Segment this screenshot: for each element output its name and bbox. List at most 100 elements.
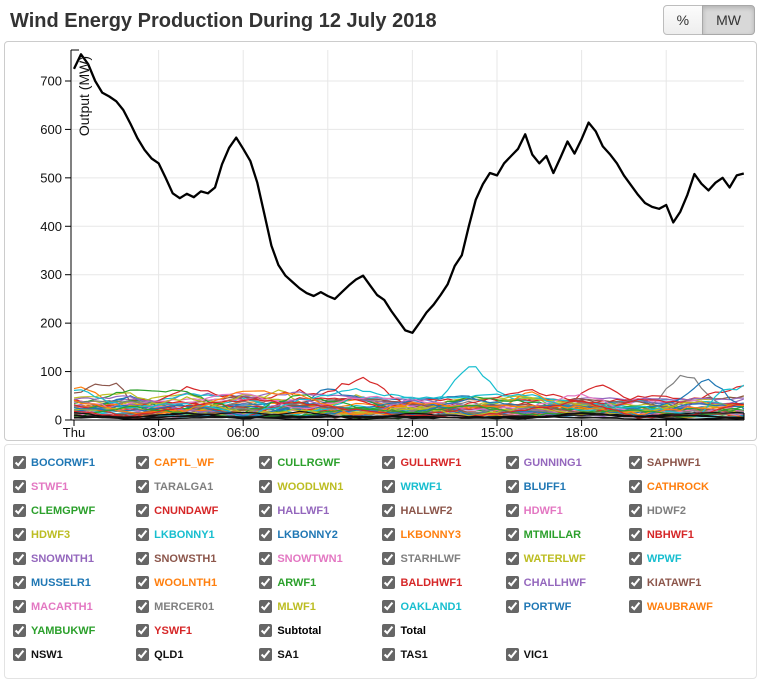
- checkbox-portwf[interactable]: [505, 600, 519, 613]
- legend-item-portwf[interactable]: PORTWF: [505, 598, 629, 615]
- checkbox-snowtwn1[interactable]: [259, 552, 273, 565]
- legend-item-oakland1[interactable]: OAKLAND1: [382, 598, 505, 615]
- checkbox-lkbonny1[interactable]: [136, 528, 150, 541]
- legend-item-challhwf[interactable]: CHALLHWF: [505, 574, 629, 591]
- legend-item-total[interactable]: Total: [382, 622, 505, 639]
- checkbox-bocorwf1[interactable]: [13, 456, 26, 469]
- legend-item-snownth1[interactable]: SNOWNTH1: [13, 550, 136, 567]
- checkbox-cathrock[interactable]: [628, 480, 642, 493]
- legend-item-woolnth1[interactable]: WOOLNTH1: [136, 574, 259, 591]
- checkbox-qld1[interactable]: [136, 648, 150, 661]
- legend-item-mlwf1[interactable]: MLWF1: [259, 598, 382, 615]
- checkbox-stwf1[interactable]: [13, 480, 26, 493]
- checkbox-hdwf1[interactable]: [505, 504, 519, 517]
- legend-item-subtotal[interactable]: Subtotal: [259, 622, 382, 639]
- legend-item-hallwf2[interactable]: HALLWF2: [382, 502, 505, 519]
- checkbox-subtotal[interactable]: [259, 624, 273, 637]
- checkbox-woolnth1[interactable]: [136, 576, 150, 589]
- checkbox-clemgpwf[interactable]: [13, 504, 26, 517]
- checkbox-sa1[interactable]: [259, 648, 273, 661]
- checkbox-macarth1[interactable]: [13, 600, 26, 613]
- checkbox-hallwf1[interactable]: [259, 504, 273, 517]
- legend-item-lkbonny1[interactable]: LKBONNY1: [136, 526, 259, 543]
- legend-item-cnundawf[interactable]: CNUNDAWF: [136, 502, 259, 519]
- checkbox-starhlwf[interactable]: [382, 552, 396, 565]
- checkbox-arwf1[interactable]: [259, 576, 273, 589]
- checkbox-tas1[interactable]: [382, 648, 396, 661]
- checkbox-taralga1[interactable]: [136, 480, 150, 493]
- checkbox-total[interactable]: [382, 624, 396, 637]
- checkbox-wrwf1[interactable]: [382, 480, 396, 493]
- legend-item-yambukwf[interactable]: YAMBUKWF: [13, 622, 136, 639]
- legend-item-clemgpwf[interactable]: CLEMGPWF: [13, 502, 136, 519]
- legend-item-cullrgwf[interactable]: CULLRGWF: [259, 454, 382, 471]
- legend-item-starhlwf[interactable]: STARHLWF: [382, 550, 505, 567]
- checkbox-yambukwf[interactable]: [13, 624, 26, 637]
- checkbox-cnundawf[interactable]: [136, 504, 150, 517]
- legend-item-captl-wf[interactable]: CAPTL_WF: [136, 454, 259, 471]
- legend-item-musselr1[interactable]: MUSSELR1: [13, 574, 136, 591]
- legend-item-lkbonny2[interactable]: LKBONNY2: [259, 526, 382, 543]
- checkbox-captl-wf[interactable]: [136, 456, 150, 469]
- legend-item-waterlwf[interactable]: WATERLWF: [505, 550, 629, 567]
- checkbox-gullrwf1[interactable]: [382, 456, 396, 469]
- legend-item-gunning1[interactable]: GUNNING1: [505, 454, 629, 471]
- checkbox-waterlwf[interactable]: [505, 552, 519, 565]
- legend-item-bocorwf1[interactable]: BOCORWF1: [13, 454, 136, 471]
- checkbox-yswf1[interactable]: [136, 624, 150, 637]
- checkbox-hdwf2[interactable]: [628, 504, 642, 517]
- legend-item-qld1[interactable]: QLD1: [136, 646, 259, 663]
- legend-item-baldhwf1[interactable]: BALDHWF1: [382, 574, 505, 591]
- checkbox-kiatawf1[interactable]: [628, 576, 642, 589]
- legend-item-yswf1[interactable]: YSWF1: [136, 622, 259, 639]
- checkbox-wpwf[interactable]: [628, 552, 642, 565]
- checkbox-mlwf1[interactable]: [259, 600, 273, 613]
- legend-item-gullrwf1[interactable]: GULLRWF1: [382, 454, 505, 471]
- unit-mw-button[interactable]: MW: [702, 5, 755, 35]
- checkbox-musselr1[interactable]: [13, 576, 26, 589]
- checkbox-nbhwf1[interactable]: [628, 528, 642, 541]
- checkbox-oakland1[interactable]: [382, 600, 396, 613]
- checkbox-mtmillar[interactable]: [505, 528, 519, 541]
- legend-item-snowtwn1[interactable]: SNOWTWN1: [259, 550, 382, 567]
- checkbox-mercer01[interactable]: [136, 600, 150, 613]
- legend-item-mercer01[interactable]: MERCER01: [136, 598, 259, 615]
- checkbox-hallwf2[interactable]: [382, 504, 396, 517]
- checkbox-snowsth1[interactable]: [136, 552, 150, 565]
- legend-item-wrwf1[interactable]: WRWF1: [382, 478, 505, 495]
- legend-item-hdwf2[interactable]: HDWF2: [628, 502, 752, 519]
- legend-item-stwf1[interactable]: STWF1: [13, 478, 136, 495]
- checkbox-bluff1[interactable]: [505, 480, 519, 493]
- checkbox-hdwf3[interactable]: [13, 528, 26, 541]
- legend-item-woodlwn1[interactable]: WOODLWN1: [259, 478, 382, 495]
- checkbox-cullrgwf[interactable]: [259, 456, 273, 469]
- checkbox-saphwf1[interactable]: [628, 456, 642, 469]
- unit-percent-button[interactable]: %: [662, 5, 704, 35]
- checkbox-nsw1[interactable]: [13, 648, 26, 661]
- legend-item-wpwf[interactable]: WPWF: [628, 550, 752, 567]
- legend-item-nsw1[interactable]: NSW1: [13, 646, 136, 663]
- checkbox-lkbonny2[interactable]: [259, 528, 273, 541]
- legend-item-saphwf1[interactable]: SAPHWF1: [628, 454, 752, 471]
- checkbox-snownth1[interactable]: [13, 552, 26, 565]
- legend-item-arwf1[interactable]: ARWF1: [259, 574, 382, 591]
- legend-item-taralga1[interactable]: TARALGA1: [136, 478, 259, 495]
- legend-item-waubrawf[interactable]: WAUBRAWF: [628, 598, 752, 615]
- legend-item-nbhwf1[interactable]: NBHWF1: [628, 526, 752, 543]
- legend-item-cathrock[interactable]: CATHROCK: [628, 478, 752, 495]
- legend-item-hdwf3[interactable]: HDWF3: [13, 526, 136, 543]
- checkbox-vic1[interactable]: [505, 648, 519, 661]
- legend-item-tas1[interactable]: TAS1: [382, 646, 505, 663]
- legend-item-macarth1[interactable]: MACARTH1: [13, 598, 136, 615]
- checkbox-lkbonny3[interactable]: [382, 528, 396, 541]
- checkbox-baldhwf1[interactable]: [382, 576, 396, 589]
- legend-item-hallwf1[interactable]: HALLWF1: [259, 502, 382, 519]
- legend-item-bluff1[interactable]: BLUFF1: [505, 478, 629, 495]
- checkbox-waubrawf[interactable]: [628, 600, 642, 613]
- legend-item-vic1[interactable]: VIC1: [505, 646, 629, 663]
- legend-item-kiatawf1[interactable]: KIATAWF1: [628, 574, 752, 591]
- legend-item-hdwf1[interactable]: HDWF1: [505, 502, 629, 519]
- legend-item-mtmillar[interactable]: MTMILLAR: [505, 526, 629, 543]
- checkbox-gunning1[interactable]: [505, 456, 519, 469]
- checkbox-challhwf[interactable]: [505, 576, 519, 589]
